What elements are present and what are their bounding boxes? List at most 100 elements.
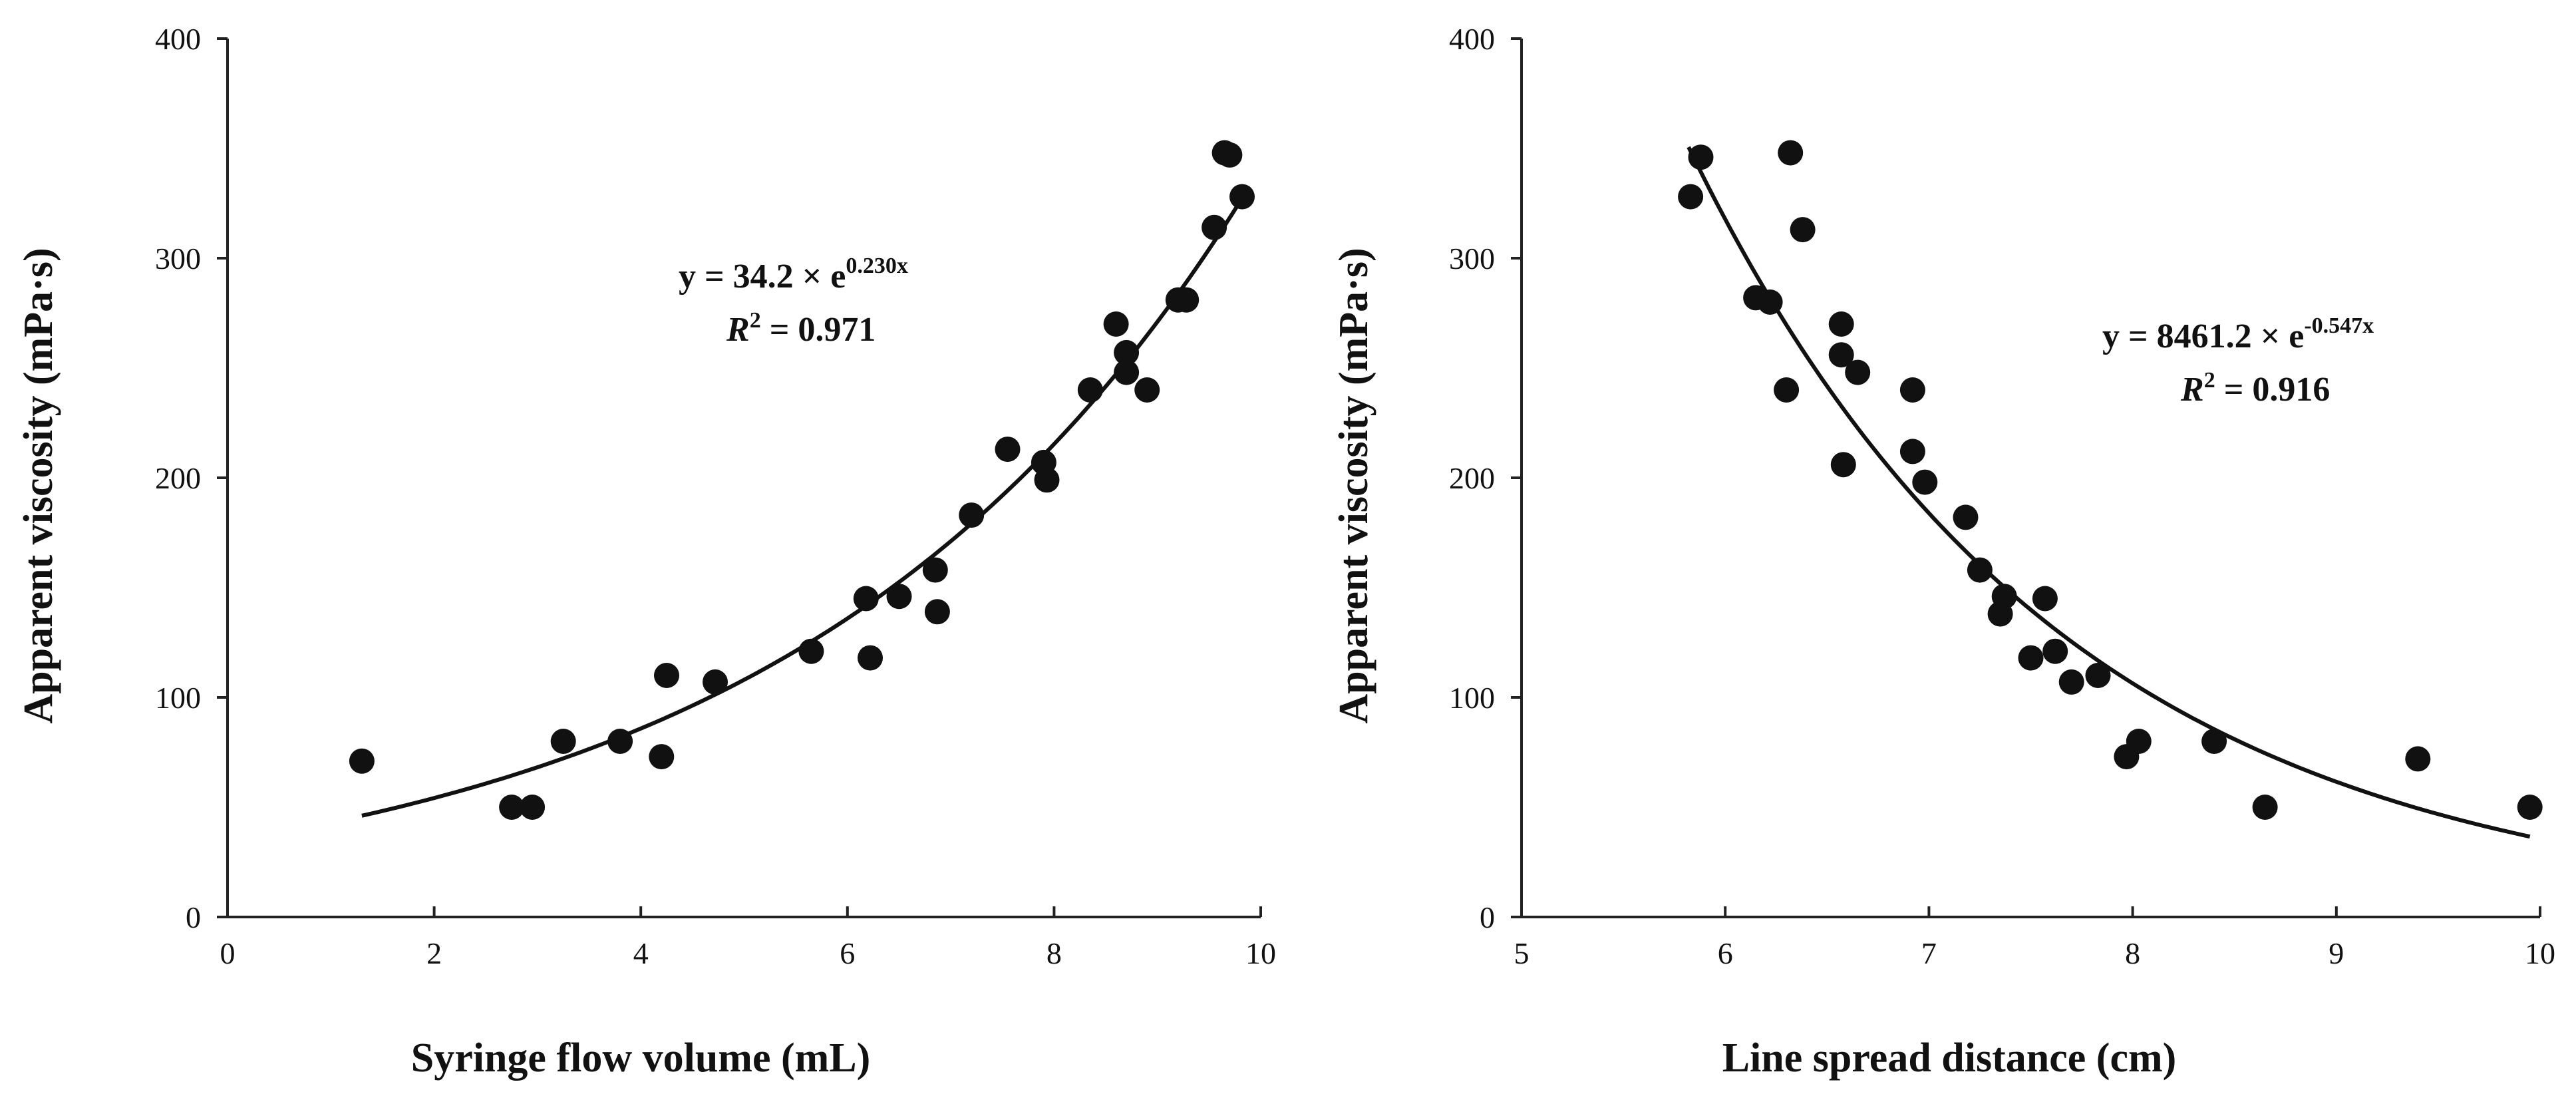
left-data-point xyxy=(1103,311,1129,337)
left-x-axis-title: Syringe flow volume (mL) xyxy=(411,1035,871,1081)
left-data-point xyxy=(1034,467,1060,493)
left-data-point xyxy=(798,638,824,664)
left-data-point xyxy=(649,744,675,770)
left-y-tick-label: 200 xyxy=(155,461,201,495)
right-x-tick-label: 7 xyxy=(1921,936,1937,970)
left-equation-prefix: y = 34.2 × e xyxy=(679,258,846,295)
right-r2: R2 = 0.916 xyxy=(2180,368,2330,409)
left-equation: y = 34.2 × e0.230x xyxy=(679,254,908,295)
right-x-axis-title: Line spread distance (cm) xyxy=(1722,1035,2177,1081)
left-data-point xyxy=(607,729,633,754)
right-r2-value: = 0.916 xyxy=(2215,371,2331,409)
left-x-tick-label: 0 xyxy=(220,936,236,970)
right-data-point xyxy=(1953,504,1979,530)
right-data-point xyxy=(1778,140,1804,166)
left-data-point xyxy=(1077,377,1103,403)
left-data-point xyxy=(1114,339,1140,365)
left-r2-value: = 0.971 xyxy=(761,311,876,349)
left-data-point xyxy=(853,586,879,612)
right-y-tick-label: 0 xyxy=(1480,900,1495,934)
right-data-point xyxy=(1912,469,1938,495)
left-x-ticks: 0 2 4 6 8 10 xyxy=(220,906,1276,970)
right-r2-sup: 2 xyxy=(2204,368,2215,393)
left-r2-symbol: R xyxy=(726,311,750,349)
right-data-point xyxy=(1688,144,1714,170)
right-data-point xyxy=(1828,311,1854,337)
right-data-point xyxy=(2126,729,2152,754)
left-data-point xyxy=(349,748,375,774)
left-y-axis-title: Apparent viscosity (mPa·s) xyxy=(16,248,61,723)
left-x-tick-label: 8 xyxy=(1046,936,1062,970)
left-data-point xyxy=(654,663,679,688)
right-equation-exponent: -0.547x xyxy=(2304,313,2374,338)
right-y-tick-label: 200 xyxy=(1449,461,1495,495)
left-r2-sup: 2 xyxy=(750,308,761,333)
left-y-tick-label: 0 xyxy=(186,900,201,934)
left-equation-exponent: 0.230x xyxy=(846,254,908,278)
right-data-point xyxy=(1790,217,1816,243)
right-data-point xyxy=(1899,377,1925,403)
left-data-point xyxy=(550,729,576,754)
left-y-tick-label: 300 xyxy=(155,242,201,275)
right-x-tick-label: 5 xyxy=(1514,936,1530,970)
right-data-point xyxy=(1845,359,1871,385)
left-data-point xyxy=(886,584,912,610)
left-x-tick-label: 4 xyxy=(633,936,649,970)
left-data-point xyxy=(924,599,950,625)
right-data-point xyxy=(2405,746,2431,772)
left-data-point xyxy=(1174,287,1200,313)
left-y-tick-label: 400 xyxy=(155,22,201,56)
left-data-point xyxy=(922,557,948,583)
right-r2-symbol: R xyxy=(2180,371,2204,409)
left-data-point xyxy=(1134,377,1160,403)
right-data-point xyxy=(2517,795,2543,820)
left-data-point xyxy=(703,669,728,695)
left-y-ticks: 0 100 200 300 400 xyxy=(155,22,228,934)
right-x-tick-label: 9 xyxy=(2329,936,2344,970)
right-y-axis-title: Apparent viscosity (mPa·s) xyxy=(1331,248,1376,723)
left-x-tick-label: 10 xyxy=(1245,936,1276,970)
left-data-point xyxy=(499,795,525,820)
left-data-point xyxy=(858,645,883,671)
right-data-point xyxy=(1757,289,1783,315)
right-data-point xyxy=(2201,729,2227,754)
left-data-point xyxy=(995,437,1021,462)
right-data-point xyxy=(2042,638,2068,664)
left-r2: R2 = 0.971 xyxy=(726,308,876,349)
left-data-point xyxy=(1114,359,1140,385)
left-x-tick-label: 6 xyxy=(840,936,855,970)
right-y-tick-label: 100 xyxy=(1449,681,1495,715)
right-data-point xyxy=(2018,645,2044,671)
right-data-point xyxy=(1830,452,1856,478)
left-scatter-chart: 0 2 4 6 8 10 0 100 200 300 400 y = 34.2 × e0.230x… xyxy=(16,22,1276,1081)
right-data-point xyxy=(1774,377,1800,403)
right-fit-curve xyxy=(1687,146,2531,839)
right-data-point xyxy=(1678,184,1704,210)
left-data-point xyxy=(1217,142,1243,168)
left-data-point xyxy=(520,795,546,820)
right-x-ticks: 5 6 7 8 9 10 xyxy=(1514,906,2555,970)
right-x-tick-label: 6 xyxy=(1718,936,1733,970)
right-data-point xyxy=(2252,795,2278,820)
left-data-points xyxy=(349,140,1255,820)
left-x-tick-label: 2 xyxy=(426,936,442,970)
left-data-point xyxy=(959,502,985,528)
right-data-point xyxy=(1899,439,1925,464)
right-data-point xyxy=(1828,342,1854,368)
left-data-point xyxy=(1229,184,1255,210)
right-y-ticks: 0 100 200 300 400 xyxy=(1449,22,1522,934)
left-data-point xyxy=(1202,214,1227,240)
right-y-tick-label: 400 xyxy=(1449,22,1495,56)
right-x-tick-label: 10 xyxy=(2525,936,2555,970)
right-scatter-chart: 5 6 7 8 9 10 0 100 200 300 400 y = 8461.2 × e-0.5… xyxy=(1331,22,2555,1081)
right-equation: y = 8461.2 × e-0.547x xyxy=(2102,313,2374,355)
right-data-point xyxy=(2032,586,2058,612)
right-data-points xyxy=(1678,140,2543,820)
right-data-point xyxy=(2058,669,2084,695)
right-data-point xyxy=(2085,663,2111,688)
right-y-tick-label: 300 xyxy=(1449,242,1495,275)
right-data-point xyxy=(1991,584,2017,610)
right-data-point xyxy=(1967,557,1993,583)
